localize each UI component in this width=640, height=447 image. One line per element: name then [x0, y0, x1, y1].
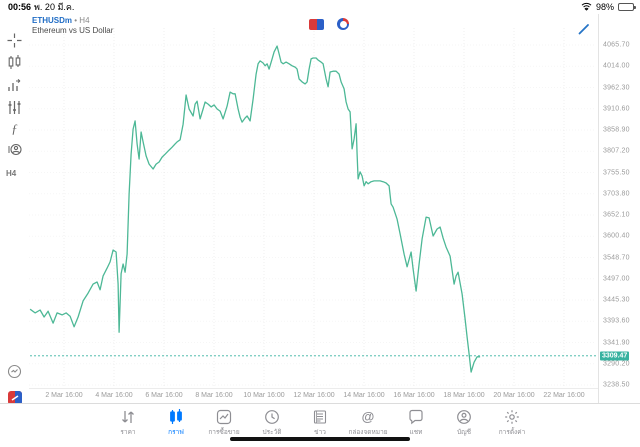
chart-sidebar: ƒ H4 [0, 14, 29, 406]
price-axis-tick: 3548.70 [603, 254, 630, 261]
edit-pencil-icon[interactable] [578, 22, 590, 40]
time-axis-tick: 14 Mar 16:00 [343, 392, 385, 399]
price-axis-tick: 3962.30 [603, 84, 630, 91]
tab-history[interactable]: ประวัติ [253, 408, 291, 447]
chat-icon [408, 408, 424, 425]
tab-label: บัญชี [456, 429, 472, 436]
chart-overlay-icons [309, 18, 349, 30]
time-axis-tick: 4 Mar 16:00 [95, 392, 133, 399]
tab-settings[interactable]: การตั้งค่า [493, 408, 531, 447]
function-icon[interactable]: ƒ [11, 120, 18, 136]
history-icon [264, 408, 280, 425]
crosshair-icon[interactable] [6, 32, 23, 49]
clock-time: 00:56 [8, 2, 32, 12]
price-axis-tick: 3807.20 [603, 147, 630, 155]
price-axis-tick: 3393.60 [603, 317, 630, 325]
home-indicator[interactable] [230, 437, 410, 441]
battery-percent: 98% [595, 2, 614, 12]
tab-label: การซื้อขาย [208, 429, 240, 436]
tab-label: กล่องจดหมาย [348, 429, 388, 436]
time-axis-tick: 16 Mar 16:00 [393, 392, 435, 399]
tab-quotes[interactable]: ราคา [109, 408, 147, 447]
time-axis-tick: 20 Mar 16:00 [493, 392, 535, 399]
time-axis-tick: 12 Mar 16:00 [293, 392, 335, 399]
time-axis-tick: 8 Mar 16:00 [195, 392, 233, 399]
tab-mailbox[interactable]: @ กล่องจดหมาย [348, 408, 388, 447]
price-axis-tick: 3652.10 [603, 211, 630, 219]
objects-sliders-icon[interactable] [6, 99, 23, 116]
price-axis-tick: 3858.90 [603, 126, 630, 134]
tab-charts[interactable]: กราฟ [157, 408, 195, 447]
tab-news[interactable]: ข่าว [301, 408, 339, 447]
broker-logo-icon[interactable] [6, 389, 23, 406]
chart-type-candles-icon[interactable] [6, 54, 23, 71]
symbol-timeframe: H4 [79, 16, 90, 25]
current-price-badge: 3309.47 [600, 351, 630, 361]
chart-region: ƒ H4 ETHUSDm • H4 Ethereum vs US Dollar [0, 14, 640, 406]
price-line-chart [29, 28, 596, 388]
price-axis: 4065.70 4014.00 3962.30 3910.60 3858.90 3807.… [598, 14, 640, 403]
tab-label: แชท [409, 429, 423, 436]
price-axis-tick: 3600.40 [603, 232, 630, 240]
price-axis-tick: 3755.50 [603, 169, 630, 176]
status-bar: 00:56 พ. 20 มี.ค. 98% [0, 0, 640, 14]
settings-icon [504, 408, 520, 425]
battery-icon [618, 3, 636, 11]
sidebar-timeframe-button[interactable]: H4 [6, 169, 17, 178]
broker-flag-icon[interactable] [309, 18, 324, 30]
price-series-line [29, 45, 481, 373]
clock-check-icon[interactable] [6, 363, 23, 380]
time-axis-tick: 2 Mar 16:00 [45, 392, 83, 399]
price-axis-tick: 3290.20 [603, 360, 630, 368]
price-axis-tick: 3238.50 [603, 381, 630, 389]
status-date: พ. 20 มี.ค. [34, 2, 75, 12]
price-axis-tick: 4065.70 [603, 41, 630, 49]
tab-trade[interactable]: การซื้อขาย [205, 408, 243, 447]
time-axis-tick: 22 Mar 16:00 [543, 392, 585, 399]
objects-profile-icon[interactable] [6, 141, 23, 158]
price-axis-tick: 4014.00 [603, 62, 630, 70]
charts-icon [168, 408, 184, 425]
indicators-bars-icon[interactable] [6, 77, 23, 94]
chart-plot-area[interactable]: ETHUSDm • H4 Ethereum vs US Dollar 2 Mar… [29, 14, 598, 399]
time-axis-tick: 6 Mar 16:00 [145, 392, 183, 399]
tab-label: การตั้งค่า [498, 429, 526, 436]
time-axis: 2 Mar 16:00 4 Mar 16:00 6 Mar 16:00 8 Mar 1… [29, 388, 598, 402]
tab-account[interactable]: บัญชี [445, 408, 483, 447]
session-ring-icon[interactable] [337, 18, 349, 30]
quotes-icon [120, 408, 136, 425]
price-axis-tick: 3703.80 [603, 190, 630, 198]
mailbox-icon: @ [361, 409, 375, 424]
trade-icon [216, 408, 232, 425]
tab-chat[interactable]: แชท [397, 408, 435, 447]
tab-label: ข่าว [314, 429, 326, 436]
price-axis-tick: 3341.90 [603, 339, 630, 346]
price-axis-tick: 3497.00 [603, 275, 630, 283]
symbol-name: ETHUSDm [32, 16, 73, 25]
tab-label: ราคา [120, 429, 136, 436]
tab-label: ประวัติ [262, 429, 282, 436]
price-axis-tick: 3910.60 [603, 105, 630, 113]
account-icon [456, 408, 472, 425]
time-axis-tick: 18 Mar 16:00 [443, 392, 485, 399]
news-icon [312, 408, 328, 425]
tab-label: กราฟ [168, 429, 184, 436]
wifi-icon [581, 2, 592, 13]
chart-symbol-header[interactable]: ETHUSDm • H4 Ethereum vs US Dollar [32, 16, 114, 35]
symbol-description: Ethereum vs US Dollar [32, 26, 114, 35]
price-axis-tick: 3445.30 [603, 296, 630, 304]
time-axis-tick: 10 Mar 16:00 [243, 392, 285, 399]
